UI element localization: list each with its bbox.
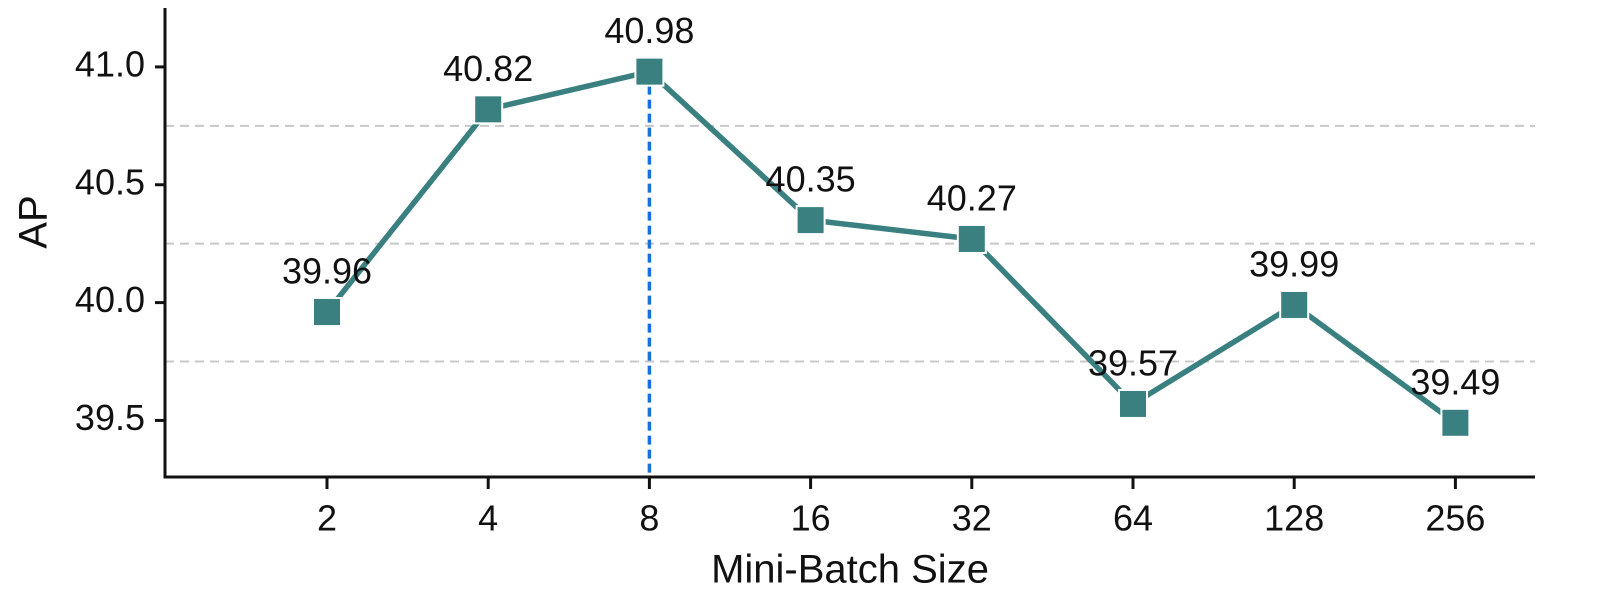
data-label: 39.96 [282, 251, 372, 292]
marker [1279, 289, 1310, 320]
y-axis-title: AP [12, 195, 56, 248]
y-tick-label: 40.0 [75, 279, 145, 320]
data-label: 39.99 [1249, 243, 1339, 284]
x-tick-label: 32 [952, 498, 992, 539]
marker [312, 297, 342, 328]
data-label: 39.49 [1410, 361, 1500, 402]
marker [795, 205, 826, 236]
data-label: 40.98 [604, 10, 694, 51]
data-label: 40.82 [443, 48, 533, 89]
marker [473, 94, 504, 125]
x-tick-label: 2 [317, 498, 337, 539]
marker [634, 56, 665, 87]
marker [1118, 388, 1148, 419]
x-tick-label: 16 [791, 498, 831, 539]
x-tick-label: 256 [1425, 498, 1485, 539]
x-tick-label: 8 [639, 498, 659, 539]
series-line [324, 68, 1458, 426]
y-tick-label: 39.5 [75, 397, 145, 438]
x-tick-label: 4 [478, 498, 498, 539]
x-tick-label: 128 [1264, 498, 1324, 539]
x-axis-title: Mini-Batch Size [711, 548, 989, 592]
data-label: 40.35 [766, 159, 856, 200]
y-tick-label: 41.0 [75, 43, 145, 84]
marker [1440, 407, 1471, 438]
x-tick-label: 64 [1113, 498, 1153, 539]
y-tick-label: 40.5 [75, 161, 145, 202]
data-label: 40.27 [927, 177, 1017, 218]
data-label: 39.57 [1088, 342, 1178, 383]
marker [956, 223, 987, 254]
